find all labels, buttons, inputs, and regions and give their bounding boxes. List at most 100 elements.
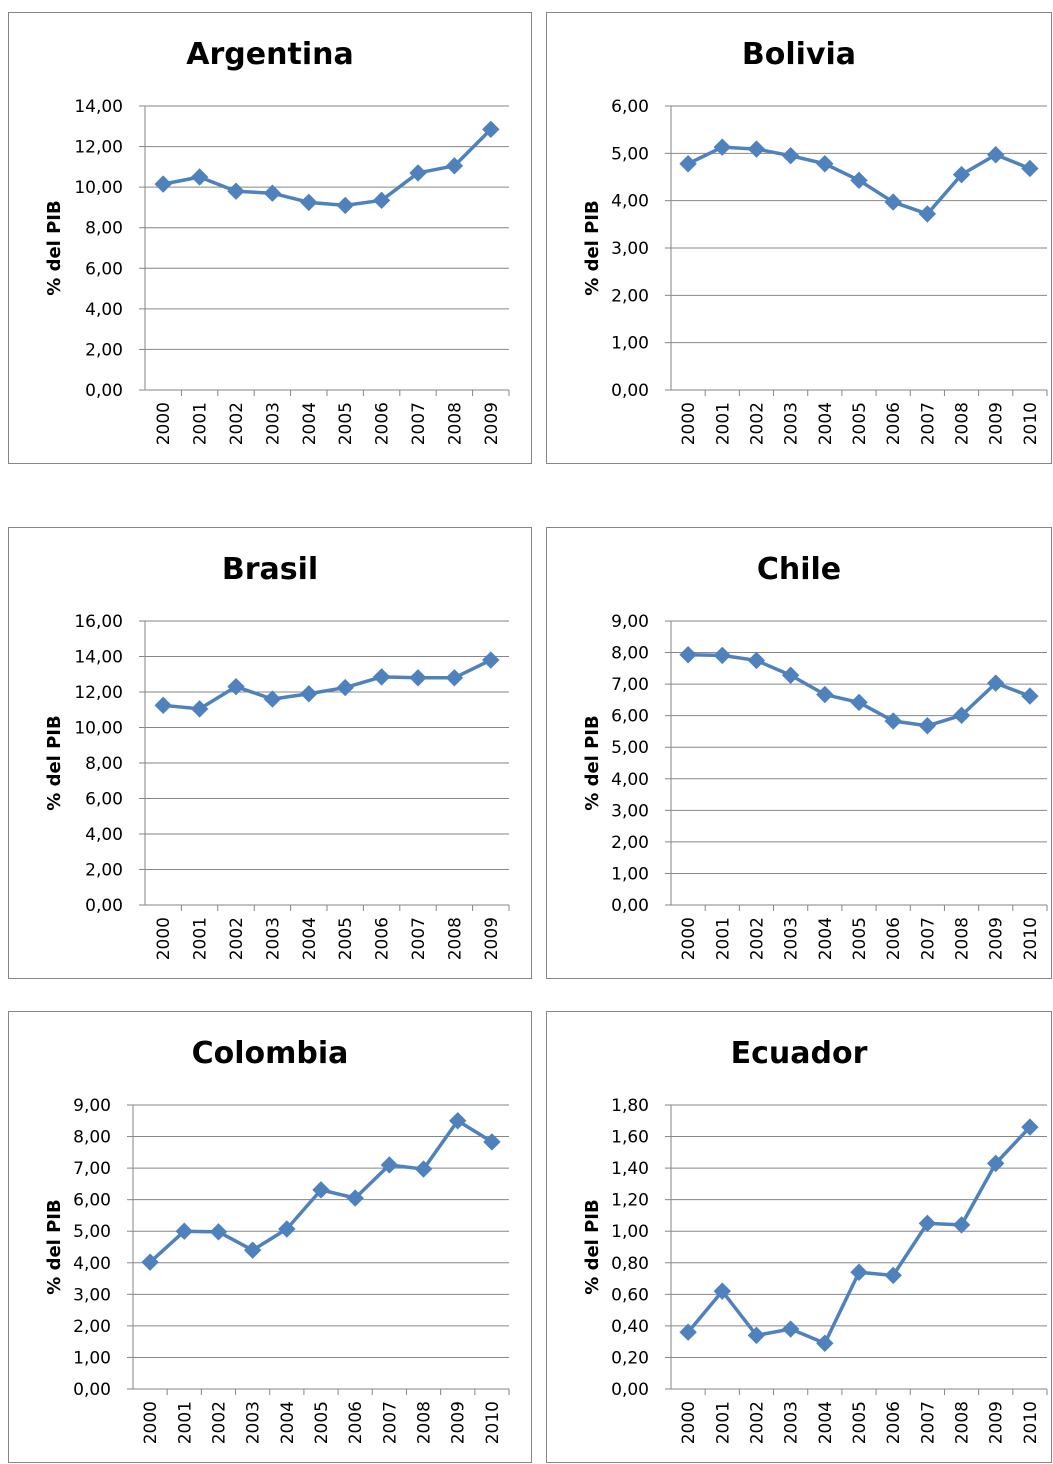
y-tick-label: 12,00 xyxy=(74,138,123,158)
x-tick-label: 2003 xyxy=(263,917,283,960)
x-tick-label: 2007 xyxy=(918,1401,938,1444)
x-tick-label: 2005 xyxy=(312,1401,332,1444)
data-point xyxy=(243,1241,262,1259)
data-point xyxy=(747,651,766,670)
x-tick-label: 2002 xyxy=(227,917,247,960)
x-tick-label: 2010 xyxy=(1021,917,1041,960)
data-point xyxy=(679,646,697,664)
y-tick-label: 0,00 xyxy=(85,896,123,916)
data-point xyxy=(747,140,766,158)
x-tick-label: 2008 xyxy=(953,1401,973,1444)
x-tick-label: 2000 xyxy=(154,917,174,960)
y-tick-label: 8,00 xyxy=(85,754,123,774)
y-tick-label: 4,00 xyxy=(611,192,649,212)
data-point xyxy=(372,668,391,686)
data-point xyxy=(952,1216,971,1234)
y-tick-label: 2,00 xyxy=(611,286,649,306)
y-tick-label: 8,00 xyxy=(73,1128,111,1148)
x-tick-label: 2002 xyxy=(747,917,767,960)
x-tick-label: 2009 xyxy=(987,1401,1007,1444)
y-tick-label: 5,00 xyxy=(611,738,649,758)
data-point xyxy=(300,685,318,703)
y-axis-label: % del PIB xyxy=(582,200,603,295)
x-tick-label: 2006 xyxy=(373,917,393,960)
x-tick-label: 2007 xyxy=(380,1401,400,1444)
chart-panel-brasil: Brasil 0,00 2,00 4,00 6,00 8,00 10,00 12,00 14,… xyxy=(8,527,532,979)
data-point xyxy=(1021,687,1039,705)
y-tick-label: 9,00 xyxy=(611,612,649,632)
x-tick-label: 2000 xyxy=(141,1401,161,1444)
data-point xyxy=(747,1326,766,1345)
y-tick-label: 6,00 xyxy=(85,259,123,279)
y-tick-label: 5,00 xyxy=(611,144,649,164)
x-tick-label: 2004 xyxy=(816,402,836,445)
y-tick-label: 1,00 xyxy=(611,334,649,354)
data-point xyxy=(346,1189,364,1207)
data-point xyxy=(816,1334,834,1352)
chart-svg-ecuador: 0,00 0,20 0,40 0,60 0,80 1,00 1,20 1,40 1,60 1,80… xyxy=(582,1096,1048,1444)
x-tick-label: 2001 xyxy=(713,402,733,445)
chart-title: Argentina xyxy=(186,37,354,72)
x-tick-label: 2006 xyxy=(884,917,904,960)
chart-panel-ecuador: Ecuador 0,00 0,20 0,40 0,60 0,80 1,00 1,20 1,40… xyxy=(546,1011,1052,1463)
y-tick-label: 8,00 xyxy=(611,644,649,664)
data-point xyxy=(781,666,800,684)
data-point xyxy=(713,1282,731,1300)
x-tick-label: 2006 xyxy=(884,1401,904,1444)
data-point xyxy=(154,696,172,715)
y-tick-label: 0,20 xyxy=(611,1348,649,1368)
chart-svg-chile: 0,00 1,00 2,00 3,00 4,00 5,00 6,00 7,00 8,00 9,00… xyxy=(582,612,1048,960)
y-tick-label: 0,40 xyxy=(611,1317,649,1337)
data-point xyxy=(190,168,209,186)
x-tick-label: 2007 xyxy=(918,917,938,960)
data-point xyxy=(884,193,902,211)
x-tick-label: 2008 xyxy=(953,402,973,445)
chart-panel-bolivia: Bolivia 0,00 1,00 2,00 3,00 4,00 5,00 6,00 2000… xyxy=(546,12,1052,464)
x-tick-label: 2001 xyxy=(191,917,211,960)
x-tick-label: 2000 xyxy=(679,402,699,445)
y-tick-label: 0,00 xyxy=(85,381,123,401)
y-tick-label: 16,00 xyxy=(74,612,123,632)
x-tick-label: 2001 xyxy=(175,1401,195,1444)
x-tick-label: 2006 xyxy=(884,402,904,445)
x-tick-label: 2003 xyxy=(782,917,802,960)
y-tick-label: 0,00 xyxy=(611,381,649,401)
y-tick-label: 4,00 xyxy=(73,1254,111,1274)
x-tick-label: 2004 xyxy=(300,402,320,445)
x-tick-label: 2009 xyxy=(482,402,502,445)
y-tick-label: 6,00 xyxy=(73,1191,111,1211)
y-tick-label: 8,00 xyxy=(85,219,123,239)
chart-svg-bolivia: 0,00 1,00 2,00 3,00 4,00 5,00 6,00 2000 2001 2002… xyxy=(582,97,1048,445)
y-axis-label: % del PIB xyxy=(44,200,65,295)
x-tick-label: 2000 xyxy=(679,917,699,960)
series-line xyxy=(162,128,493,208)
y-axis-label: % del PIB xyxy=(582,715,603,810)
data-point xyxy=(713,646,731,665)
x-tick-label: 2000 xyxy=(679,1401,699,1444)
y-tick-label: 1,20 xyxy=(611,1191,649,1211)
x-tick-label: 2002 xyxy=(747,1401,767,1444)
x-tick-label: 2007 xyxy=(409,402,429,445)
y-tick-label: 7,00 xyxy=(73,1159,111,1179)
data-point xyxy=(263,184,282,202)
data-point xyxy=(414,1160,433,1178)
series-line xyxy=(686,1125,1032,1345)
x-tick-label: 2008 xyxy=(445,917,465,960)
chart-title: Colombia xyxy=(191,1036,349,1071)
chart-title: Chile xyxy=(756,552,842,587)
x-tick-label: 2010 xyxy=(1021,1401,1041,1444)
y-tick-label: 4,00 xyxy=(85,300,123,320)
data-point xyxy=(679,1323,697,1341)
chart-title: Bolivia xyxy=(741,37,857,72)
y-tick-label: 14,00 xyxy=(74,97,123,117)
data-point xyxy=(278,1220,296,1238)
chart-svg-brasil: 0,00 2,00 4,00 6,00 8,00 10,00 12,00 14,00 16,00… xyxy=(44,612,510,960)
y-tick-label: 0,80 xyxy=(611,1254,649,1274)
x-tick-label: 2001 xyxy=(713,1401,733,1444)
y-tick-label: 10,00 xyxy=(74,719,123,739)
x-tick-label: 2003 xyxy=(244,1401,264,1444)
x-tick-label: 2008 xyxy=(445,402,465,445)
data-point xyxy=(781,1320,800,1338)
data-point xyxy=(190,700,209,718)
data-point xyxy=(713,138,731,156)
